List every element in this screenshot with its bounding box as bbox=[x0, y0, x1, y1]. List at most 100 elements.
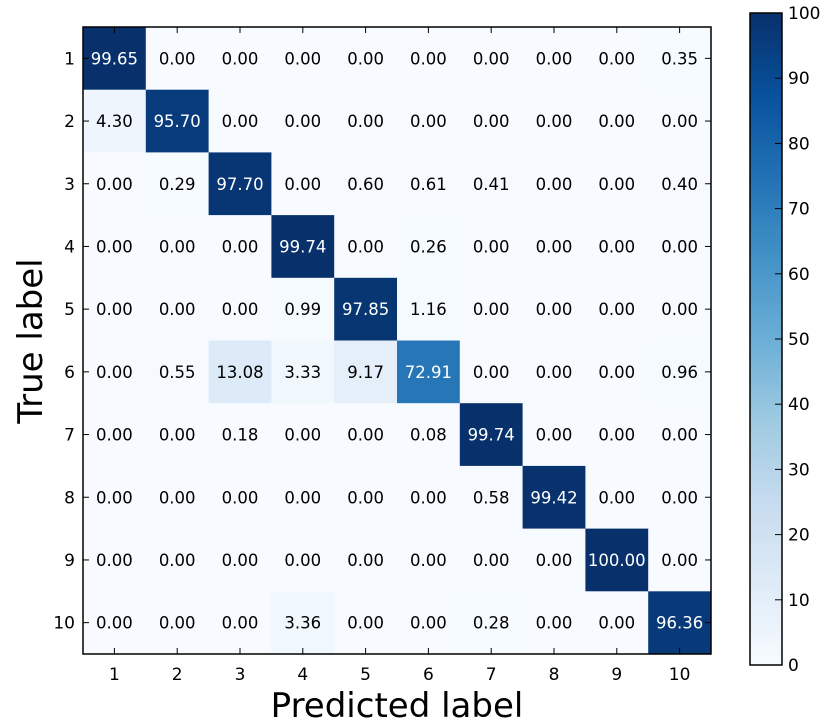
y-tick-label: 3 bbox=[64, 175, 75, 195]
heatmap-cell bbox=[271, 152, 335, 216]
colorbar-ticks: 0 10 20 30 40 50 60 70 80 90 100 bbox=[775, 4, 820, 676]
x-tick-label: 5 bbox=[360, 665, 371, 685]
heatmap-cell bbox=[585, 152, 649, 216]
cell-value-label: 0.00 bbox=[536, 49, 573, 68]
heatmap-cell bbox=[271, 27, 335, 91]
cell-value-label: 9.17 bbox=[347, 363, 384, 382]
cell-value-label: 0.00 bbox=[598, 300, 635, 319]
heatmap-cell bbox=[459, 528, 524, 592]
y-tick-label: 9 bbox=[64, 551, 75, 571]
heatmap-cell bbox=[522, 340, 586, 404]
heatmap-cells bbox=[83, 27, 712, 655]
cell-value-label: 0.18 bbox=[222, 426, 259, 445]
heatmap-cell bbox=[648, 465, 712, 530]
cell-value-label: 0.00 bbox=[410, 614, 447, 633]
x-tick-label: 3 bbox=[235, 665, 246, 685]
cell-value-label: 97.70 bbox=[216, 175, 263, 194]
heatmap-cell bbox=[585, 403, 649, 467]
cell-value-label: 0.00 bbox=[96, 363, 133, 382]
colorbar-tick-label: 40 bbox=[788, 395, 810, 415]
cell-value-label: 100.00 bbox=[588, 551, 646, 570]
heatmap-cell bbox=[459, 465, 524, 530]
cell-value-label: 0.00 bbox=[661, 300, 698, 319]
cell-value-label: 0.00 bbox=[96, 237, 133, 256]
cell-value-label: 3.33 bbox=[284, 363, 321, 382]
heatmap-cell bbox=[145, 403, 210, 467]
cell-value-label: 0.00 bbox=[473, 237, 510, 256]
cell-value-label: 0.00 bbox=[661, 551, 698, 570]
cell-value-label: 0.08 bbox=[410, 426, 447, 445]
heatmap-cell bbox=[83, 89, 147, 153]
cell-value-label: 0.00 bbox=[473, 49, 510, 68]
cell-value-label: 0.00 bbox=[536, 175, 573, 194]
heatmap-cell bbox=[522, 528, 586, 592]
heatmap-cell bbox=[522, 152, 586, 216]
heatmap-cell bbox=[83, 27, 147, 91]
y-tick-label: 2 bbox=[64, 112, 75, 132]
heatmap-cell bbox=[585, 277, 649, 341]
heatmap-cell bbox=[83, 465, 147, 530]
cell-value-label: 0.00 bbox=[347, 49, 384, 68]
cell-value-label: 0.00 bbox=[96, 175, 133, 194]
heatmap-cell bbox=[145, 215, 210, 279]
heatmap-cell bbox=[334, 403, 398, 467]
heatmap-cell bbox=[648, 152, 712, 216]
heatmap-cell bbox=[397, 591, 461, 655]
cell-value-label: 0.35 bbox=[661, 49, 698, 68]
heatmap-cell bbox=[334, 591, 398, 655]
heatmap-cell bbox=[459, 152, 524, 216]
cell-value-label: 0.00 bbox=[661, 237, 698, 256]
heatmap-cell bbox=[334, 528, 398, 592]
heatmap-cell bbox=[459, 27, 524, 91]
cell-value-label: 1.16 bbox=[410, 300, 447, 319]
heatmap-cell bbox=[522, 215, 586, 279]
cell-value-label: 0.00 bbox=[222, 237, 259, 256]
cell-value-label: 0.00 bbox=[536, 614, 573, 633]
heatmap-cell bbox=[83, 277, 147, 341]
cell-value-labels: 99.65 0.00 0.00 0.00 0.00 0.00 0.00 0.00 0.00 0.3… bbox=[91, 49, 703, 632]
cell-value-label: 0.00 bbox=[661, 488, 698, 507]
heatmap-cell bbox=[83, 528, 147, 592]
heatmap-cell bbox=[208, 27, 272, 91]
colorbar-tick-label: 70 bbox=[788, 200, 810, 220]
heatmap-cell bbox=[334, 340, 398, 404]
cell-value-label: 99.65 bbox=[91, 49, 138, 68]
cell-value-label: 4.30 bbox=[96, 112, 133, 131]
plot-frame bbox=[82, 26, 712, 655]
heatmap-cell bbox=[83, 340, 147, 404]
heatmap-cell bbox=[145, 277, 210, 341]
cell-value-label: 0.26 bbox=[410, 237, 447, 256]
cell-value-label: 0.41 bbox=[473, 175, 510, 194]
cell-value-label: 0.00 bbox=[661, 112, 698, 131]
heatmap-cell bbox=[83, 152, 147, 216]
heatmap-cell bbox=[334, 215, 398, 279]
cell-value-label: 0.00 bbox=[96, 300, 133, 319]
x-tick-label: 1 bbox=[109, 665, 120, 685]
heatmap-cell bbox=[459, 591, 524, 655]
cell-value-label: 0.00 bbox=[284, 112, 321, 131]
cell-value-label: 0.96 bbox=[661, 363, 698, 382]
heatmap-cell bbox=[208, 528, 272, 592]
heatmap-cell bbox=[145, 465, 210, 530]
heatmap-cell bbox=[522, 89, 586, 153]
heatmap-cell bbox=[271, 403, 335, 467]
cell-value-label: 0.00 bbox=[159, 237, 196, 256]
heatmap-cell bbox=[648, 215, 712, 279]
x-tick-label: 4 bbox=[297, 665, 308, 685]
cell-value-label: 0.00 bbox=[473, 112, 510, 131]
colorbar-tick-label: 60 bbox=[788, 265, 810, 285]
cell-value-label: 0.00 bbox=[222, 551, 259, 570]
cell-value-label: 0.00 bbox=[159, 49, 196, 68]
cell-value-label: 0.00 bbox=[284, 551, 321, 570]
x-axis-label: Predicted label bbox=[271, 686, 524, 726]
cell-value-label: 0.00 bbox=[222, 49, 259, 68]
cell-value-label: 0.99 bbox=[284, 300, 321, 319]
cell-value-label: 96.36 bbox=[656, 614, 703, 633]
cell-value-label: 0.60 bbox=[347, 175, 384, 194]
cell-value-label: 0.00 bbox=[96, 614, 133, 633]
cell-value-label: 0.00 bbox=[410, 49, 447, 68]
heatmap-cell bbox=[648, 528, 712, 592]
heatmap-cell bbox=[459, 277, 524, 341]
cell-value-label: 0.00 bbox=[159, 426, 196, 445]
heatmap-cell bbox=[145, 340, 210, 404]
